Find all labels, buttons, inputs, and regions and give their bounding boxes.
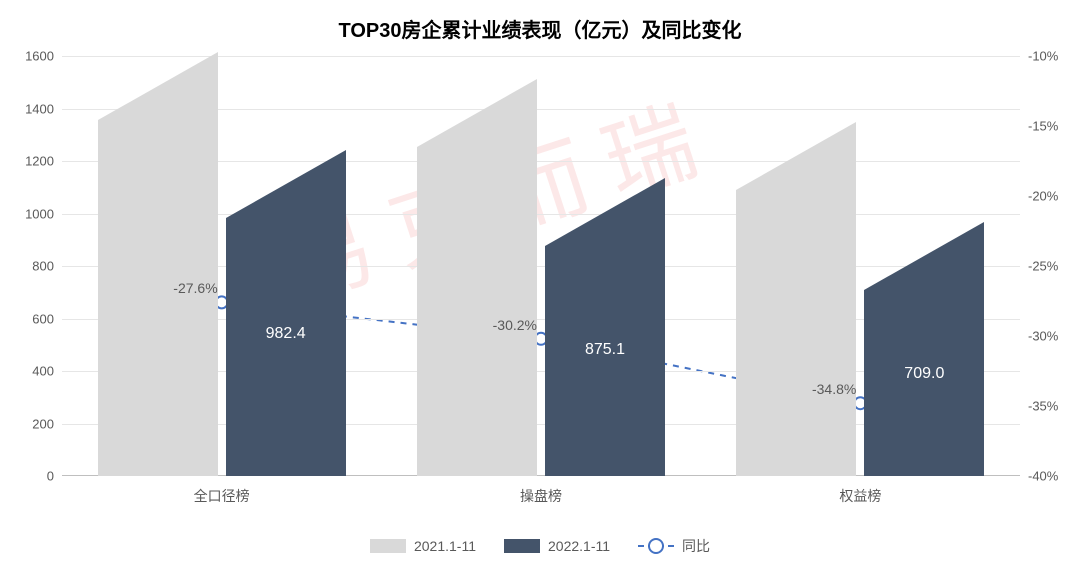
legend-label-line: 同比 [682, 536, 710, 556]
y-right-tick-label: -25% [1028, 259, 1078, 274]
y-right-tick-label: -30% [1028, 329, 1078, 344]
bar-value-label: 875.1 [545, 341, 665, 359]
y-left-tick-label: 1000 [4, 206, 54, 221]
legend-item-line: 同比 [638, 536, 710, 556]
bar [98, 52, 218, 476]
category-label: 权益榜 [839, 486, 881, 506]
bar [417, 79, 537, 476]
y-right-tick-label: -10% [1028, 49, 1078, 64]
y-right-tick-label: -40% [1028, 469, 1078, 484]
bar-value-label: 709.0 [864, 365, 984, 383]
y-left-tick-label: 0 [4, 469, 54, 484]
bar-value-label: 982.4 [226, 325, 346, 343]
y-left-tick-label: 200 [4, 416, 54, 431]
y-left-tick-label: 600 [4, 311, 54, 326]
line-point-label: -27.6% [173, 280, 217, 296]
bar: 982.4 [226, 150, 346, 476]
legend-swatch-line [638, 539, 674, 553]
legend-label-a: 2021.1-11 [414, 538, 476, 554]
y-right-tick-label: -20% [1028, 189, 1078, 204]
y-left-tick-label: 1200 [4, 154, 54, 169]
y-right-tick-label: -15% [1028, 119, 1078, 134]
y-left-tick-label: 400 [4, 364, 54, 379]
legend-swatch-a [370, 539, 406, 553]
category-label: 操盘榜 [520, 486, 562, 506]
y-left-tick-label: 1400 [4, 101, 54, 116]
bar [736, 122, 856, 476]
bar: 709.0 [864, 222, 984, 476]
legend: 2021.1-11 2022.1-11 同比 [0, 536, 1080, 556]
legend-item-series-b: 2022.1-11 [504, 538, 610, 554]
chart-title: TOP30房企累计业绩表现（亿元）及同比变化 [0, 14, 1080, 43]
y-right-tick-label: -35% [1028, 399, 1078, 414]
chart-container: TOP30房企累计业绩表现（亿元）及同比变化 易 克 而 瑞 020040060… [0, 0, 1080, 566]
category-label: 全口径榜 [194, 486, 250, 506]
y-left-tick-label: 800 [4, 259, 54, 274]
legend-item-series-a: 2021.1-11 [370, 538, 476, 554]
y-left-tick-label: 1600 [4, 49, 54, 64]
legend-label-b: 2022.1-11 [548, 538, 610, 554]
line-point-label: -34.8% [812, 381, 856, 397]
line-point-label: -30.2% [493, 317, 537, 333]
bar: 875.1 [545, 178, 665, 476]
plot-area: 易 克 而 瑞 02004006008001000120014001600-40… [62, 56, 1020, 476]
legend-swatch-b [504, 539, 540, 553]
